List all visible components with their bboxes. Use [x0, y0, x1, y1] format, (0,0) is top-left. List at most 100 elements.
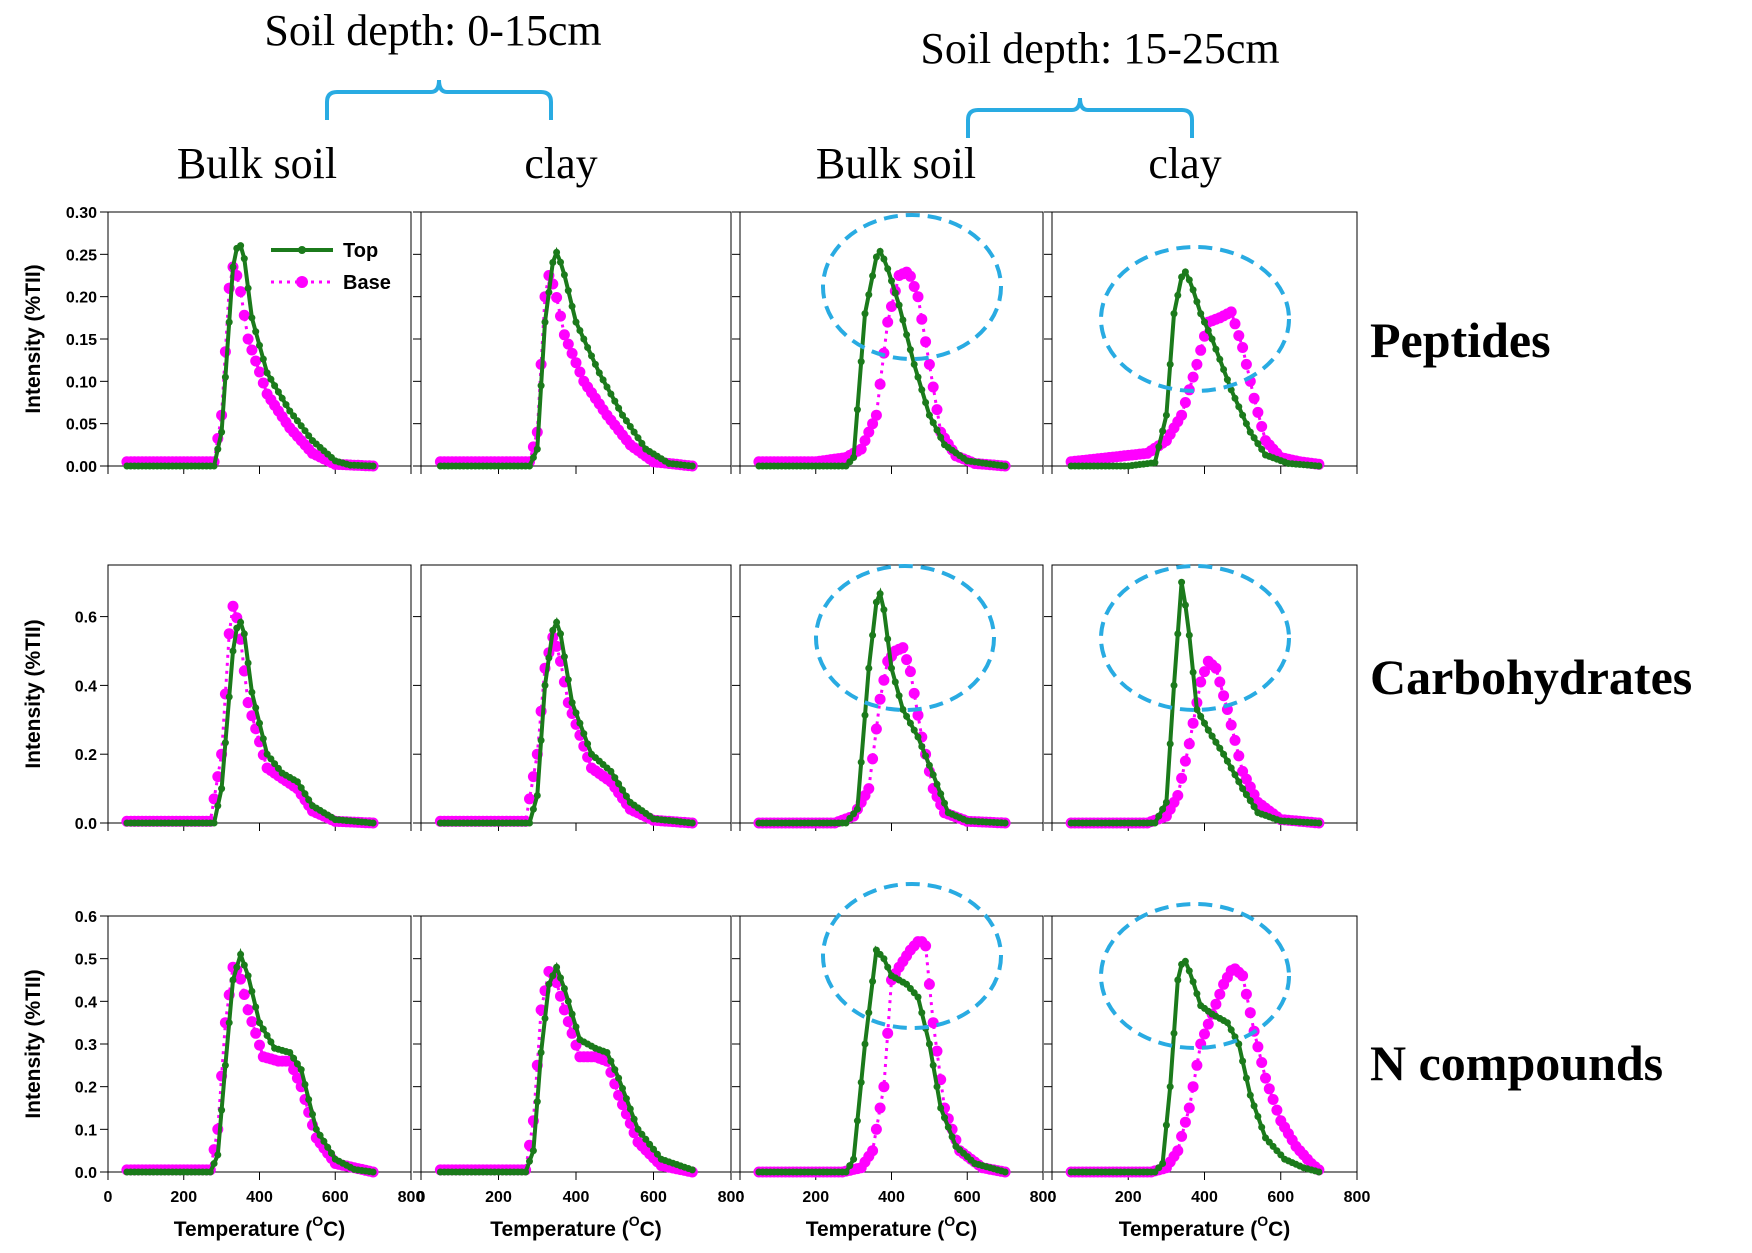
- series-top-point: [225, 693, 233, 701]
- series-base-point: [923, 358, 935, 370]
- series-top-point: [290, 412, 298, 420]
- series-top-point: [1242, 1074, 1250, 1082]
- series-base-point: [1237, 970, 1249, 982]
- y-tick-label: 0.4: [75, 678, 97, 695]
- series-top-point: [541, 681, 549, 689]
- series-base-line: [440, 270, 693, 468]
- series-top-point: [1254, 1113, 1262, 1120]
- series-base-point: [1179, 397, 1191, 408]
- series-base-point: [912, 709, 924, 721]
- series-base-point: [1248, 392, 1260, 404]
- series-top-point: [626, 423, 634, 430]
- series-top-point: [1235, 403, 1243, 411]
- series-top-point: [545, 288, 553, 296]
- series-top-point: [1001, 462, 1009, 470]
- bracket-depth2: [966, 97, 1194, 138]
- y-tick-label: 0.1: [75, 1122, 97, 1139]
- highlight-oval-2: [814, 564, 996, 712]
- series-top-point: [252, 328, 260, 336]
- series-base-line: [758, 645, 1006, 825]
- series-top-point: [286, 1049, 294, 1056]
- plot-frame: [739, 211, 1044, 467]
- series-top-point: [568, 699, 576, 707]
- panel-1-0: 0.0 0.2 0.4 0.6 Intensity (%TII): [22, 564, 412, 833]
- series-top-point: [918, 743, 926, 750]
- plot-frame: [739, 564, 1044, 824]
- series-base-point: [1233, 750, 1245, 762]
- series-top-point: [888, 277, 895, 285]
- x-tick-label: 0: [1048, 1189, 1057, 1206]
- series-base-point: [1229, 318, 1241, 330]
- series-top-point: [842, 1168, 850, 1176]
- series-base-point: [863, 426, 875, 438]
- x-tick-label: 800: [718, 1189, 745, 1206]
- series-top-point: [305, 1096, 313, 1103]
- series-base: [753, 266, 1011, 472]
- series-top-point: [607, 1057, 615, 1065]
- plot-frame: [739, 915, 1044, 1173]
- series-top-point: [1212, 738, 1220, 746]
- series-top-point: [1193, 706, 1201, 713]
- x-tick-label: 800: [1030, 1189, 1057, 1206]
- series-top-point: [301, 427, 309, 435]
- series-base-point: [882, 316, 894, 328]
- series-base-point: [1256, 421, 1268, 432]
- x-tick-label: 600: [322, 1189, 349, 1206]
- series-base-point: [242, 333, 254, 345]
- highlight-oval-4: [821, 882, 1003, 1030]
- series-top-point: [853, 406, 861, 414]
- series-top-point: [888, 664, 895, 672]
- series-top-point: [895, 692, 903, 700]
- series-base-point: [927, 1017, 939, 1029]
- series-top-point: [557, 258, 564, 266]
- series-top-point: [572, 318, 580, 326]
- series-top-point: [305, 432, 313, 440]
- series-top-point: [572, 1023, 580, 1031]
- series-top-point: [880, 606, 888, 614]
- series-top-point: [918, 386, 926, 394]
- series-base-point: [1176, 1130, 1188, 1142]
- series-top-point: [615, 1074, 623, 1082]
- series-top-point: [210, 819, 218, 827]
- series-top: [1067, 268, 1323, 470]
- series-top-line: [126, 242, 374, 468]
- series-top: [755, 945, 1009, 1176]
- panel-0-2: [732, 211, 1044, 474]
- series-top-point: [1197, 310, 1205, 318]
- series-top-point: [1246, 1091, 1254, 1099]
- series-top-point: [263, 369, 271, 377]
- series-base-point: [931, 404, 943, 416]
- series-top-point: [1151, 819, 1159, 827]
- series-base-point: [874, 378, 886, 390]
- series-base-point: [1214, 988, 1226, 1000]
- series-base-point: [1187, 717, 1199, 729]
- series-base-point: [908, 687, 920, 699]
- series-base-point: [870, 723, 882, 735]
- series-top-point: [297, 422, 305, 430]
- series-base-point: [1244, 1007, 1256, 1019]
- series-top-point: [626, 1105, 634, 1113]
- series-top-point: [1185, 967, 1193, 975]
- series-top-point: [1254, 440, 1262, 448]
- series-top-point: [533, 792, 541, 799]
- series-top-point: [324, 1143, 332, 1151]
- plot-frame: [107, 564, 412, 824]
- series-base-point: [1225, 719, 1237, 731]
- series-base-point: [227, 600, 239, 612]
- series-top-point: [312, 1125, 320, 1133]
- series-top: [123, 242, 377, 470]
- bracket-depth1: [325, 79, 553, 120]
- series-top-point: [842, 819, 850, 827]
- series-top: [755, 247, 1009, 470]
- col2-header: clay: [524, 139, 597, 188]
- series-top-point: [650, 1145, 657, 1153]
- series-top-point: [611, 1066, 619, 1074]
- series-base-point: [1218, 690, 1230, 702]
- series-base-point: [223, 628, 235, 640]
- depth1-title: Soil depth: 0-15cm: [264, 6, 601, 55]
- series-base-point: [870, 1123, 882, 1135]
- series-top-point: [1204, 726, 1212, 734]
- x-tick-label: 200: [485, 1189, 512, 1206]
- series-top-point: [937, 1104, 945, 1112]
- legend-top-label: Top: [343, 240, 378, 262]
